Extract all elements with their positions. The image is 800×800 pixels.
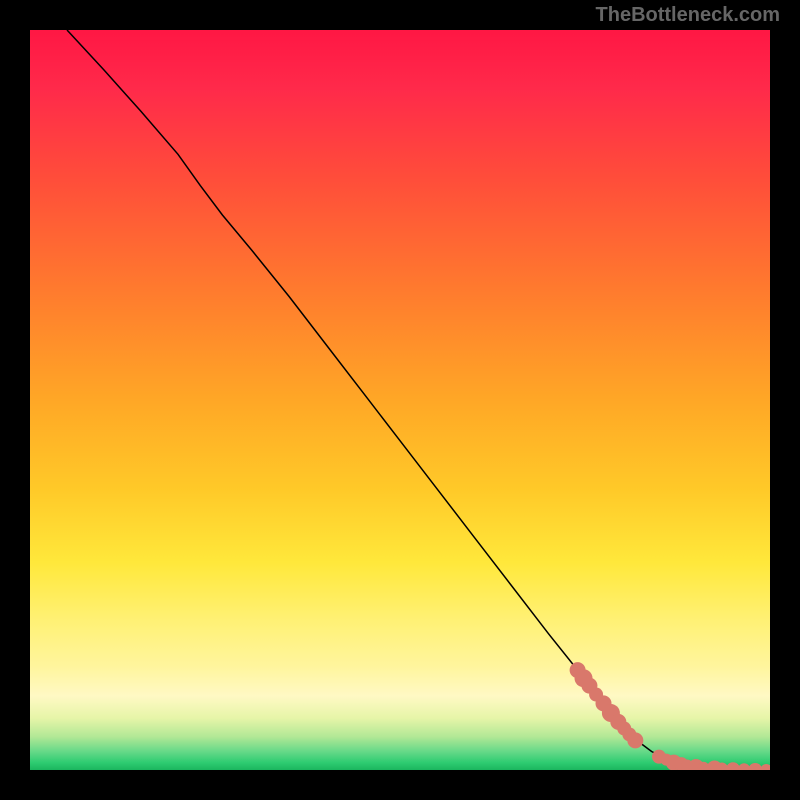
gradient-background (30, 30, 770, 770)
data-marker (627, 732, 643, 748)
chart-container: TheBottleneck.com (0, 0, 800, 800)
chart-svg (30, 30, 770, 770)
watermark-text: TheBottleneck.com (596, 4, 780, 27)
plot-area (30, 30, 770, 770)
